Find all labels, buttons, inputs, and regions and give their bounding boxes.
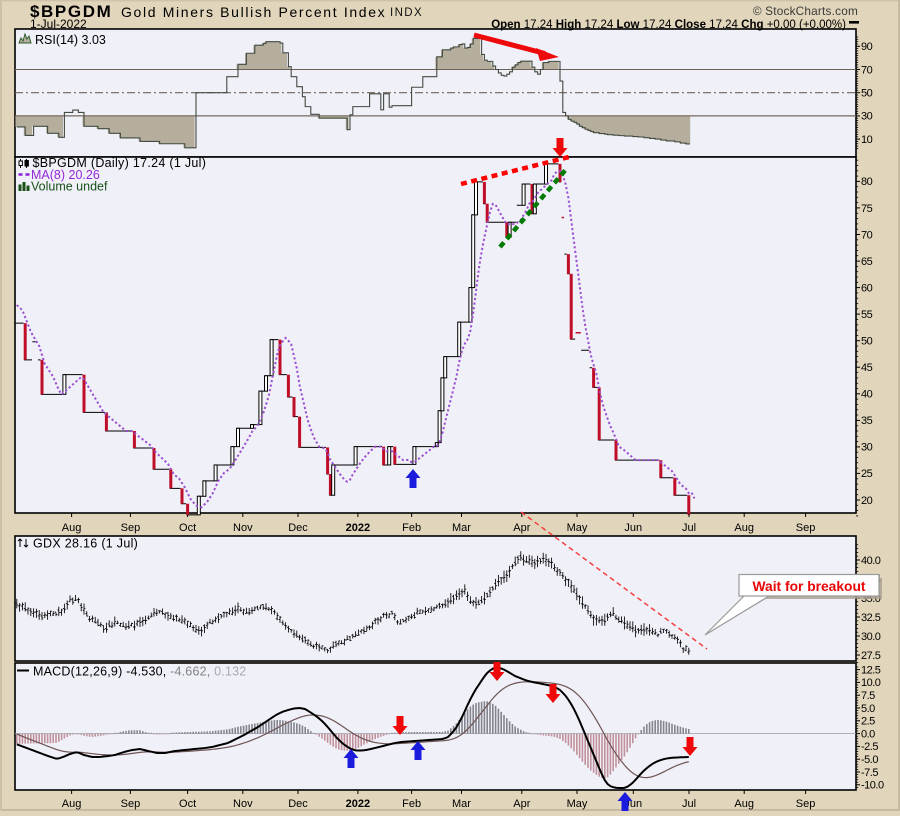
svg-text:Aug: Aug — [734, 798, 754, 810]
svg-text:7.5: 7.5 — [861, 690, 875, 702]
svg-text:45: 45 — [861, 362, 873, 374]
svg-text:20: 20 — [861, 495, 873, 507]
svg-text:10.0: 10.0 — [861, 677, 881, 689]
svg-text:60: 60 — [861, 282, 873, 294]
svg-text:© StockCharts.com: © StockCharts.com — [753, 4, 858, 18]
svg-text:30.0: 30.0 — [861, 631, 881, 643]
svg-text:Feb: Feb — [402, 522, 421, 534]
svg-text:MACD(12,26,9) -4.530, -4.662,: MACD(12,26,9) -4.530, -4.662, 0.132 — [33, 665, 246, 679]
svg-text:1-Jul-2022: 1-Jul-2022 — [30, 17, 87, 31]
svg-text:2.5: 2.5 — [861, 716, 875, 728]
svg-text:30: 30 — [861, 111, 873, 123]
svg-text:Jul: Jul — [682, 798, 696, 810]
svg-text:-2.5: -2.5 — [861, 741, 878, 753]
svg-text:70: 70 — [861, 229, 873, 241]
svg-text:Apr: Apr — [513, 522, 530, 534]
svg-text:50: 50 — [861, 88, 873, 100]
svg-text:Sep: Sep — [121, 798, 141, 810]
svg-text:Open 17.24 High 17.24 Low 17.2: Open 17.24 High 17.24 Low 17.24 Close 17… — [491, 19, 846, 31]
svg-text:-10.0: -10.0 — [861, 780, 884, 792]
svg-text:Wait for breakout: Wait for breakout — [753, 579, 866, 594]
svg-text:Jul: Jul — [682, 522, 696, 534]
svg-text:May: May — [567, 798, 588, 810]
svg-text:Volume undef: Volume undef — [31, 180, 108, 194]
svg-text:27.5: 27.5 — [861, 650, 881, 662]
svg-text:5.0: 5.0 — [861, 703, 875, 715]
svg-text:30: 30 — [861, 442, 873, 454]
svg-text:80: 80 — [861, 176, 873, 188]
svg-text:32.5: 32.5 — [861, 612, 881, 624]
svg-text:2022: 2022 — [346, 798, 370, 810]
svg-text:90: 90 — [861, 41, 873, 53]
svg-text:55: 55 — [861, 309, 873, 321]
svg-text:10: 10 — [861, 134, 873, 146]
svg-text:50: 50 — [861, 336, 873, 348]
svg-text:2022: 2022 — [346, 522, 370, 534]
svg-text:Sep: Sep — [796, 522, 816, 534]
svg-text:Mar: Mar — [452, 522, 471, 534]
svg-text:-5.0: -5.0 — [861, 754, 878, 766]
svg-text:Dec: Dec — [288, 798, 308, 810]
svg-text:Oct: Oct — [179, 522, 196, 534]
svg-text:Oct: Oct — [179, 798, 196, 810]
svg-text:40.0: 40.0 — [861, 555, 881, 567]
svg-text:70: 70 — [861, 64, 873, 76]
svg-text:Aug: Aug — [734, 522, 754, 534]
svg-text:Feb: Feb — [402, 798, 421, 810]
svg-text:12.5: 12.5 — [861, 664, 881, 676]
svg-text:Nov: Nov — [233, 522, 253, 534]
svg-text:Gold Miners Bullish Percent In: Gold Miners Bullish Percent Index — [121, 4, 386, 20]
svg-text:Sep: Sep — [796, 798, 816, 810]
svg-text:35: 35 — [861, 415, 873, 427]
svg-text:-7.5: -7.5 — [861, 767, 878, 779]
svg-text:40: 40 — [861, 389, 873, 401]
svg-text:$BPGDM (Daily) 17.24 (1 Jul): $BPGDM (Daily) 17.24 (1 Jul) — [33, 156, 207, 170]
svg-text:May: May — [567, 522, 588, 534]
svg-text:Dec: Dec — [288, 522, 308, 534]
svg-text:Sep: Sep — [121, 522, 141, 534]
svg-text:$BPGDM: $BPGDM — [30, 2, 112, 21]
svg-text:0.0: 0.0 — [861, 728, 875, 740]
svg-text:75: 75 — [861, 203, 873, 215]
svg-text:Nov: Nov — [233, 798, 253, 810]
svg-text:INDX: INDX — [390, 7, 423, 19]
svg-text:MA(8) 20.26: MA(8) 20.26 — [31, 168, 100, 182]
svg-text:25: 25 — [861, 468, 873, 480]
svg-text:65: 65 — [861, 256, 873, 268]
svg-text:Aug: Aug — [62, 798, 82, 810]
svg-text:GDX 28.16 (1 Jul): GDX 28.16 (1 Jul) — [33, 537, 138, 551]
svg-text:Aug: Aug — [62, 522, 82, 534]
svg-text:Apr: Apr — [513, 798, 530, 810]
svg-text:Mar: Mar — [452, 798, 471, 810]
svg-text:Jun: Jun — [624, 522, 642, 534]
svg-text:RSI(14) 3.03: RSI(14) 3.03 — [35, 33, 106, 47]
